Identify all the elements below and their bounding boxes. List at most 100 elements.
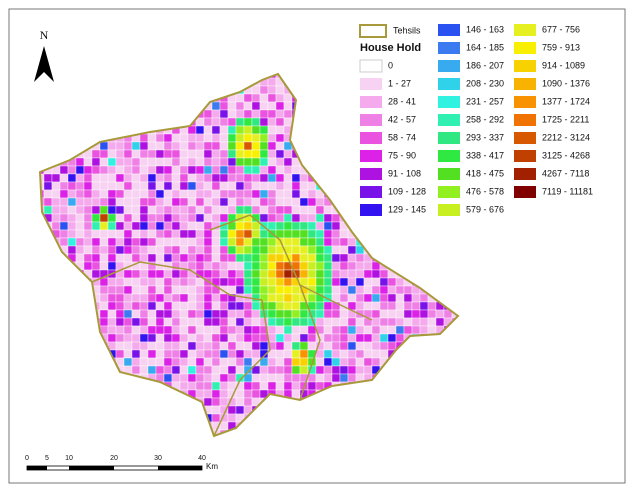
grid-cell: [315, 261, 325, 271]
grid-cell: [187, 181, 197, 191]
grid-cell: [291, 317, 301, 327]
grid-cell: [211, 317, 221, 327]
grid-cell: [99, 189, 109, 199]
grid-cell: [123, 213, 133, 223]
grid-cell: [67, 197, 77, 207]
grid-cell: [211, 157, 221, 167]
grid-cell: [171, 325, 181, 335]
scale-tick-label: 30: [154, 455, 162, 462]
grid-cell: [315, 213, 325, 223]
grid-cell: [227, 365, 237, 375]
grid-cell: [299, 317, 309, 327]
grid-cell: [339, 333, 349, 343]
grid-cell: [291, 341, 301, 351]
grid-cell: [123, 229, 133, 239]
grid-cell: [123, 221, 133, 231]
grid-cell: [195, 381, 205, 391]
grid-cell: [347, 365, 357, 375]
grid-cell: [267, 285, 277, 295]
grid-cell: [339, 229, 349, 239]
grid-cell: [131, 285, 141, 295]
grid-cell: [195, 229, 205, 239]
grid-cell: [275, 373, 285, 383]
grid-cell: [123, 205, 133, 215]
grid-cell: [339, 261, 349, 271]
grid-cell: [323, 373, 333, 383]
grid-cell: [291, 389, 301, 399]
grid-cell: [43, 189, 53, 199]
grid-cell: [283, 181, 293, 191]
grid-cell: [91, 173, 101, 183]
grid-cell: [347, 349, 357, 359]
grid-cell: [155, 149, 165, 159]
grid-cell: [99, 197, 109, 207]
grid-cell: [299, 309, 309, 319]
grid-cell: [203, 365, 213, 375]
grid-cell: [291, 173, 301, 183]
grid-cell: [331, 237, 341, 247]
grid-cell: [155, 349, 165, 359]
grid-cell: [91, 165, 101, 175]
grid-cell: [275, 173, 285, 183]
grid-cell: [171, 373, 181, 383]
grid-cell: [211, 125, 221, 135]
grid-cell: [235, 101, 245, 111]
grid-cell: [139, 357, 149, 367]
grid-cell: [403, 285, 413, 295]
grid-cell: [363, 365, 373, 375]
grid-cell: [203, 165, 213, 175]
grid-cell: [235, 389, 245, 399]
legend-label: 231 - 257: [466, 96, 504, 106]
grid-cell: [139, 229, 149, 239]
grid-cell: [243, 253, 253, 263]
grid-cell: [163, 221, 173, 231]
grid-cell: [339, 253, 349, 263]
grid-cell: [331, 253, 341, 263]
grid-cell: [115, 325, 125, 335]
grid-cell: [171, 197, 181, 207]
grid-cell: [331, 285, 341, 295]
grid-cell: [315, 253, 325, 263]
grid-cell: [275, 285, 285, 295]
legend-label: 677 - 756: [542, 24, 580, 34]
grid-cell: [115, 253, 125, 263]
grid-cell: [267, 109, 277, 119]
grid-cell: [67, 245, 77, 255]
grid-cell: [251, 389, 261, 399]
grid-cell: [131, 349, 141, 359]
grid-cell: [323, 253, 333, 263]
grid-cell: [91, 213, 101, 223]
grid-cell: [219, 141, 229, 151]
grid-cell: [299, 221, 309, 231]
grid-cell: [107, 293, 117, 303]
grid-cell: [403, 293, 413, 303]
grid-cell: [139, 173, 149, 183]
grid-cell: [155, 165, 165, 175]
grid-cell: [203, 189, 213, 199]
grid-cell: [115, 165, 125, 175]
grid-cell: [195, 389, 205, 399]
grid-cell: [323, 349, 333, 359]
grid-cell: [283, 349, 293, 359]
grid-cell: [147, 277, 157, 287]
grid-cell: [155, 317, 165, 327]
grid-cell: [259, 149, 269, 159]
grid-cell: [267, 357, 277, 367]
grid-cell: [211, 389, 221, 399]
grid-cell: [251, 237, 261, 247]
grid-cell: [227, 341, 237, 351]
grid-cell: [131, 277, 141, 287]
grid-cell: [187, 141, 197, 151]
grid-cell: [195, 125, 205, 135]
grid-cell: [83, 229, 93, 239]
grid-cell: [99, 237, 109, 247]
grid-cell: [187, 373, 197, 383]
grid-cell: [227, 189, 237, 199]
grid-cell: [211, 301, 221, 311]
grid-cell: [219, 173, 229, 183]
grid-cell: [203, 285, 213, 295]
grid-cell: [115, 317, 125, 327]
grid-cell: [107, 149, 117, 159]
grid-cell: [195, 357, 205, 367]
